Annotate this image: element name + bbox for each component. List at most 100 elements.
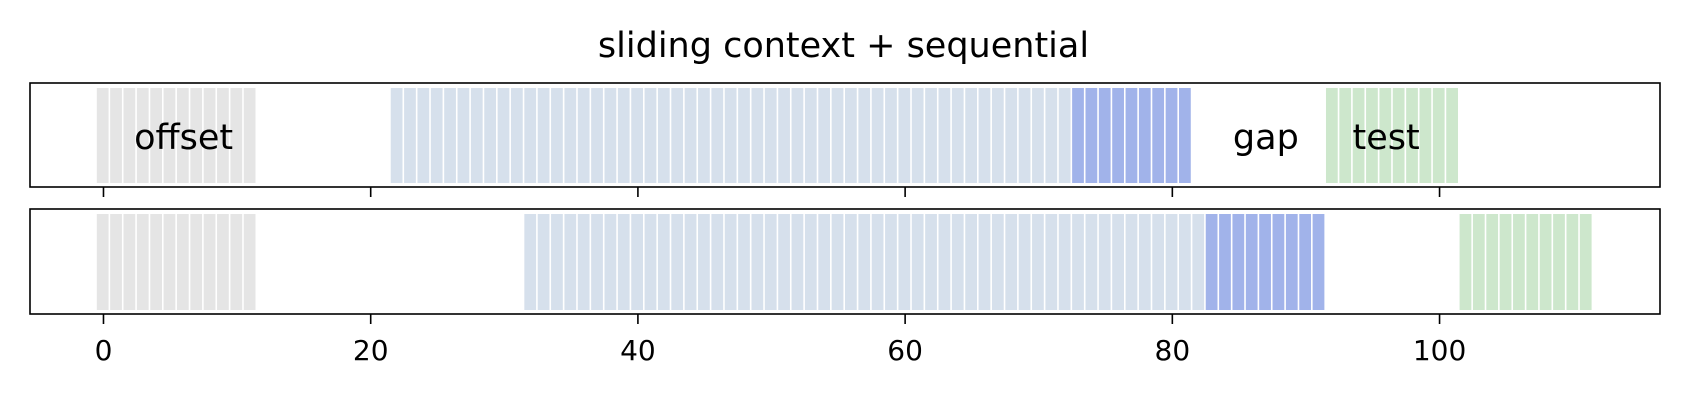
test-bar — [1579, 214, 1592, 310]
context-bar — [644, 214, 657, 310]
sequential-bar — [1299, 214, 1312, 310]
context-bar — [1072, 214, 1084, 310]
test-bar — [1406, 88, 1418, 183]
x-axis: 0 20 40 60 80 100 — [95, 334, 1467, 367]
context-bar — [791, 88, 804, 183]
panel-2 — [29, 208, 1661, 324]
offset-bar — [230, 88, 243, 183]
context-bar — [898, 214, 911, 310]
context-bar — [564, 214, 577, 310]
offset-bar — [163, 214, 176, 310]
context-bar — [751, 88, 764, 183]
context-bar — [617, 214, 630, 310]
context-bar — [938, 214, 951, 310]
sequential-bar — [1165, 88, 1178, 183]
context-bar — [1098, 214, 1111, 310]
context-bar — [738, 214, 750, 310]
x-tick-label: 80 — [1155, 334, 1191, 367]
context-bar — [1005, 88, 1018, 183]
context-bar — [604, 214, 617, 310]
offset-bar — [243, 88, 256, 183]
context-bar — [577, 88, 590, 183]
context-bar — [684, 88, 697, 183]
context-bar — [711, 214, 724, 310]
context-bar — [484, 88, 497, 183]
context-bar — [591, 214, 603, 310]
offset-bar — [190, 214, 203, 310]
test-bar — [1539, 214, 1552, 310]
sequential-bar — [1085, 88, 1098, 183]
context-bar — [738, 88, 750, 183]
context-bar — [858, 88, 871, 183]
context-bar — [804, 214, 817, 310]
context-bar — [911, 88, 924, 183]
context-bar — [791, 214, 804, 310]
context-bar — [831, 88, 844, 183]
context-bar — [604, 88, 617, 183]
context-bar — [631, 214, 643, 310]
context-bar — [711, 88, 724, 183]
x-tick-label: 60 — [887, 334, 923, 367]
context-bar — [965, 88, 978, 183]
offset-bar — [96, 88, 109, 183]
context-bar — [524, 88, 537, 183]
context-bar — [524, 214, 537, 310]
context-bar — [885, 214, 897, 310]
context-bar — [457, 88, 470, 183]
annotation-offset: offset — [134, 118, 233, 158]
offset-bar — [203, 88, 216, 183]
context-bar — [978, 88, 991, 183]
context-bar — [1058, 88, 1071, 183]
context-bar — [991, 214, 1004, 310]
context-bar — [845, 88, 857, 183]
context-bar — [417, 88, 430, 183]
context-bar — [871, 88, 884, 183]
context-bar — [724, 88, 737, 183]
test-bar — [1499, 214, 1512, 310]
context-bar — [698, 214, 710, 310]
context-bar — [1058, 214, 1071, 310]
context-bar — [551, 214, 563, 310]
context-bar — [925, 214, 937, 310]
context-bar — [818, 214, 831, 310]
test-bar — [1566, 214, 1579, 310]
context-bar — [1165, 214, 1178, 310]
context-bar — [751, 214, 764, 310]
context-bar — [858, 214, 871, 310]
offset-bar — [217, 214, 229, 310]
context-bar — [537, 214, 550, 310]
context-bar — [938, 88, 951, 183]
context-bar — [644, 88, 657, 183]
context-bar — [1192, 214, 1205, 310]
context-bar — [470, 88, 483, 183]
test-bar — [1392, 88, 1405, 183]
sequential-bar — [1219, 214, 1231, 310]
offset-bar — [110, 214, 122, 310]
offset-bar — [136, 214, 149, 310]
context-bar — [617, 88, 630, 183]
panel-frame — [29, 208, 1661, 315]
context-bar — [991, 88, 1004, 183]
x-tick-label: 40 — [620, 334, 656, 367]
chart-title: sliding context + sequential — [598, 26, 1089, 66]
offset-bar — [176, 88, 189, 183]
sequential-bar — [1072, 88, 1084, 183]
context-bar — [684, 214, 697, 310]
context-bar — [831, 214, 844, 310]
context-bar — [1032, 214, 1044, 310]
context-bar — [951, 88, 964, 183]
sequential-bar — [1138, 88, 1151, 183]
test-bar — [1446, 88, 1458, 183]
offset-bar — [190, 88, 203, 183]
sequential-bar — [1285, 214, 1298, 310]
context-bar — [898, 88, 911, 183]
context-bar — [1138, 214, 1151, 310]
x-tick-label: 100 — [1413, 334, 1466, 367]
context-bar — [657, 88, 670, 183]
panel-frame — [29, 82, 1661, 188]
context-bar — [1018, 214, 1031, 310]
sequential-bar — [1232, 214, 1245, 310]
context-bar — [1045, 88, 1058, 183]
test-bar — [1366, 88, 1378, 183]
context-bar — [564, 88, 577, 183]
